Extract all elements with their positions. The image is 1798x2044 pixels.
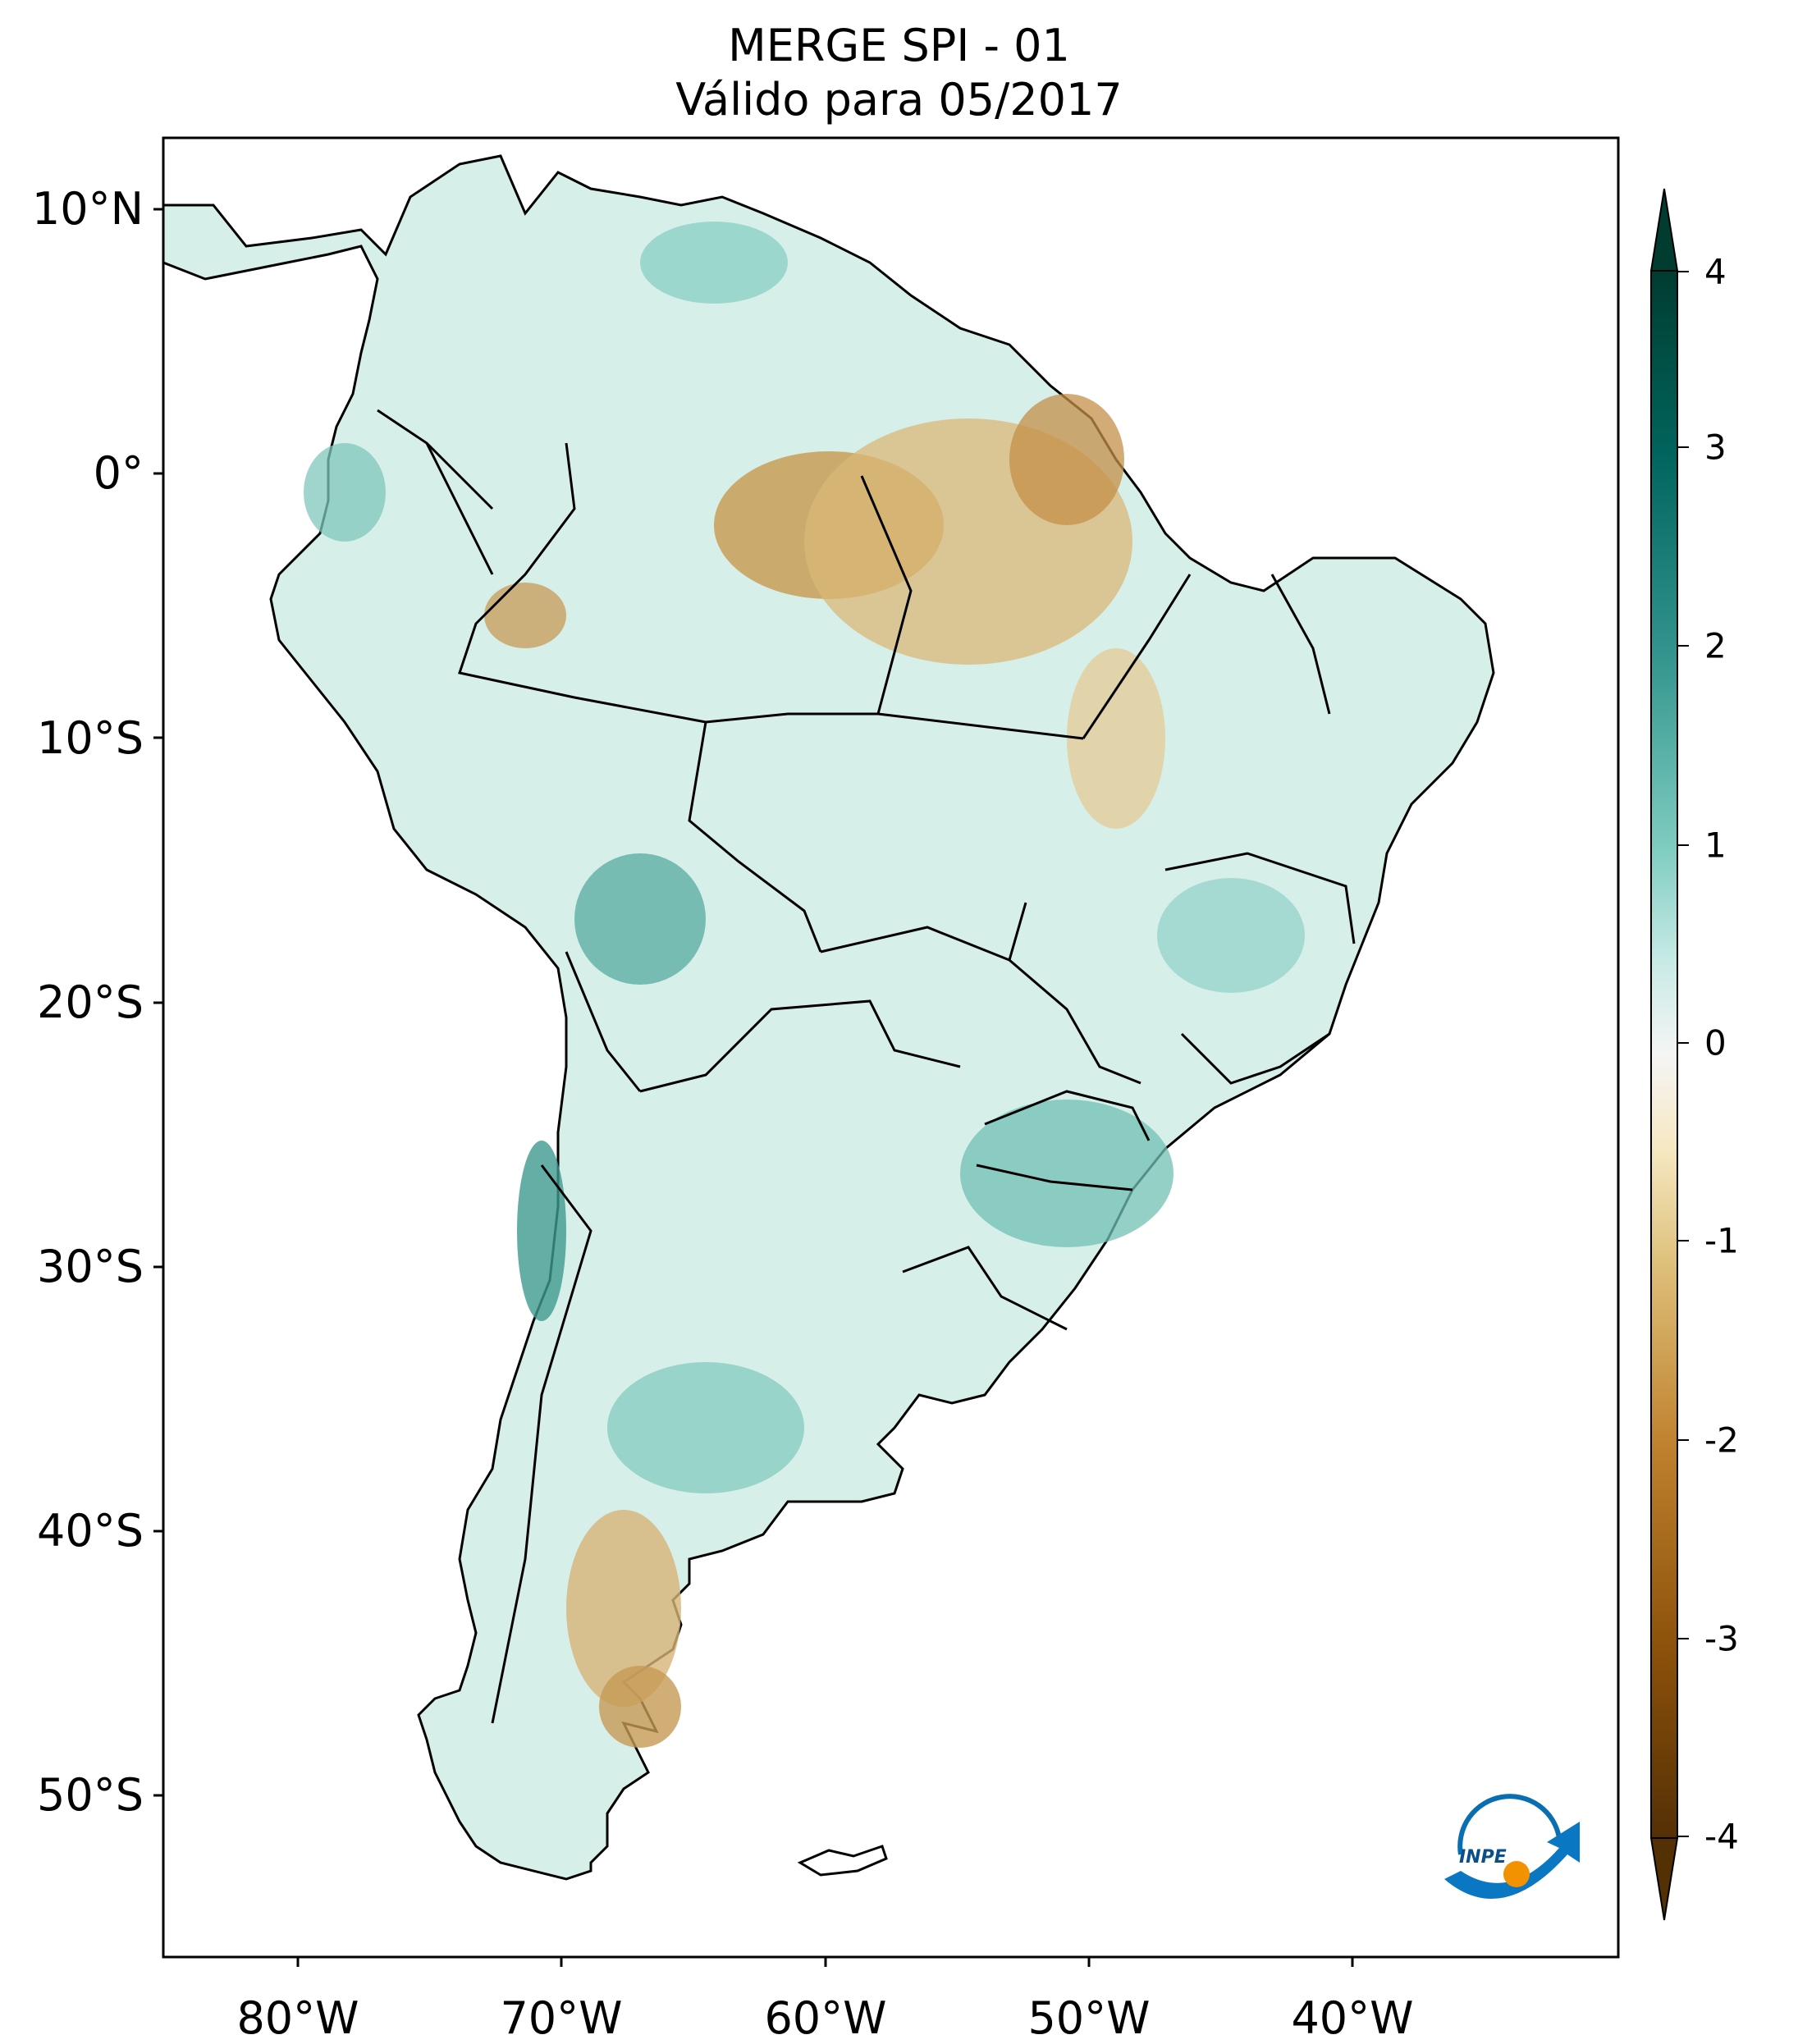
lon-label-60w: 60°W xyxy=(764,1992,887,2044)
wet-anomaly-venezuela xyxy=(640,222,788,304)
border-mato-grosso-sul xyxy=(1009,958,1141,1085)
wet-anomaly-chile-central xyxy=(517,1141,566,1321)
border-colombia-peru xyxy=(425,442,494,575)
continent-group xyxy=(163,154,1495,1881)
dry-anomaly-patagonia xyxy=(566,1510,681,1707)
wet-anomaly-minas xyxy=(1157,878,1305,993)
lon-label-80w: 80°W xyxy=(236,1992,359,2044)
border-parana xyxy=(984,1090,1151,1141)
colorbar-tick-3: 3 xyxy=(1704,427,1727,468)
lon-label-70w: 70°W xyxy=(500,1992,623,2044)
colorbar-body xyxy=(1650,270,1678,1839)
falkland-islands xyxy=(797,1845,888,1877)
border-chile-argentina xyxy=(491,1164,592,1724)
colorbar-tick-1: 1 xyxy=(1704,825,1727,866)
wet-anomaly-south-brazil xyxy=(960,1100,1174,1247)
colorbar-tick-m3: -3 xyxy=(1704,1618,1739,1659)
lon-label-50w: 50°W xyxy=(1027,1992,1151,2044)
colorbar-min-extend xyxy=(1649,1837,1679,1921)
border-ecuador xyxy=(377,409,494,510)
map-title: MERGE SPI - 01 xyxy=(728,20,1070,71)
border-para-west xyxy=(860,475,913,715)
border-northeast-states xyxy=(1270,574,1331,715)
border-mato-grosso-south xyxy=(820,902,1027,963)
map-subtitle: Válido para 05/2017 xyxy=(675,74,1123,126)
border-bolivia-chile xyxy=(565,951,642,1092)
border-para-east xyxy=(1082,574,1192,739)
lat-label-40s: 40°S xyxy=(37,1505,144,1557)
lat-label-20s: 20°S xyxy=(37,976,144,1028)
border-sao-paulo-rio xyxy=(1180,1032,1330,1085)
dry-anomaly-south-patagonia xyxy=(599,1666,681,1748)
colorbar-tick-4: 4 xyxy=(1704,251,1727,292)
border-brazil-west xyxy=(458,442,707,724)
lat-label-10s: 10°S xyxy=(37,712,144,764)
lat-label-30s: 30°S xyxy=(37,1241,144,1292)
logo-sun-icon xyxy=(1503,1861,1530,1887)
colorbar-tick-0: 0 xyxy=(1704,1022,1727,1063)
logo-orbit-arc xyxy=(1457,1794,1562,1855)
colorbar-tick-m1: -1 xyxy=(1704,1220,1739,1261)
colorbar-tick-m4: -4 xyxy=(1704,1816,1739,1857)
country-borders xyxy=(377,409,1356,1724)
border-santa-catarina xyxy=(976,1164,1133,1191)
wet-anomaly-bolivia xyxy=(574,853,706,985)
logo-text: INPE xyxy=(1459,1847,1507,1868)
inpe-logo: INPE xyxy=(1444,1794,1580,1899)
dry-anomaly-tocantins xyxy=(1067,648,1165,829)
border-uruguay xyxy=(902,1246,1068,1331)
border-rondonia xyxy=(688,721,822,953)
dry-anomaly-amapa xyxy=(1009,394,1124,525)
colorbar xyxy=(1649,188,1679,1921)
colorbar-ticks xyxy=(1677,271,1689,1837)
axis-ticks xyxy=(153,208,1354,1967)
wet-anomaly-ecuador xyxy=(304,443,386,542)
lon-label-40w: 40°W xyxy=(1291,1992,1414,2044)
colorbar-tick-m2: -2 xyxy=(1704,1420,1739,1461)
wet-anomaly-pampas xyxy=(607,1362,804,1493)
lat-label-0: 0° xyxy=(93,447,144,499)
lat-label-50s: 50°S xyxy=(37,1769,144,1821)
colorbar-max-extend xyxy=(1649,188,1679,272)
border-amazonas-para xyxy=(705,712,1084,740)
border-minas-bahia xyxy=(1164,852,1356,944)
colorbar-tick-2: 2 xyxy=(1704,625,1727,666)
lat-label-10n: 10°N xyxy=(31,183,144,235)
dry-anomaly-western-amazon xyxy=(484,583,566,648)
border-paraguay xyxy=(639,999,961,1093)
